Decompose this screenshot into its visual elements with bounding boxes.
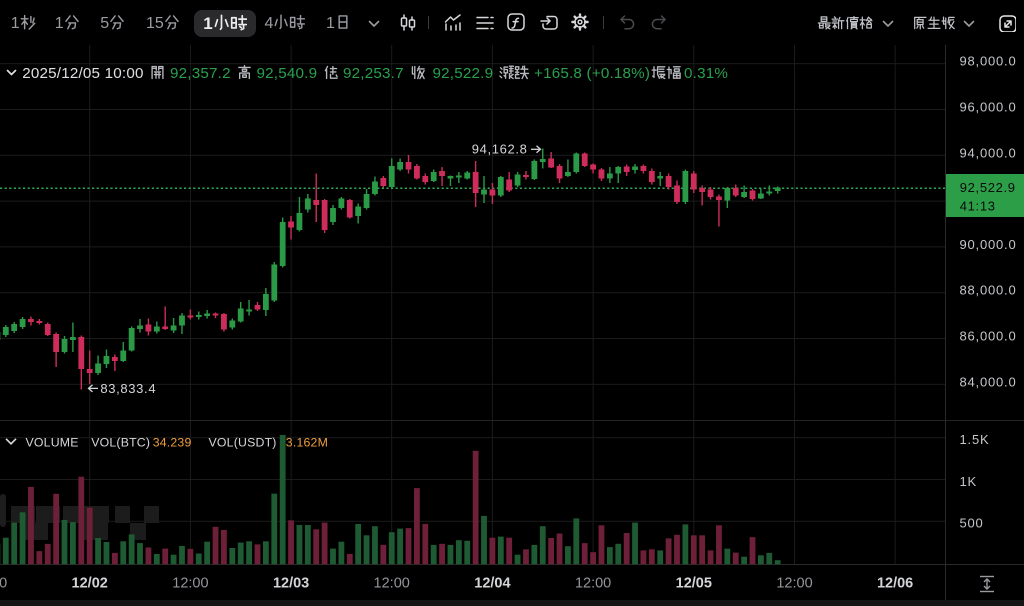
svg-text:84,000.0: 84,000.0 xyxy=(960,374,1017,389)
svg-text:41:13: 41:13 xyxy=(960,198,996,213)
svg-text:500: 500 xyxy=(960,516,984,531)
svg-text:12:00: 12:00 xyxy=(0,576,7,592)
svg-text:98,000.0: 98,000.0 xyxy=(960,54,1017,69)
svg-text:12/02: 12/02 xyxy=(72,576,108,592)
svg-text:34.239: 34.239 xyxy=(153,435,192,449)
svg-text:12:00: 12:00 xyxy=(575,576,611,592)
svg-text:96,000.0: 96,000.0 xyxy=(960,100,1017,115)
svg-text:3.162M: 3.162M xyxy=(286,435,328,449)
svg-text:92,522.9: 92,522.9 xyxy=(960,180,1016,195)
svg-text:88,000.0: 88,000.0 xyxy=(960,283,1017,298)
svg-text:83,833.4: 83,833.4 xyxy=(100,381,156,396)
svg-text:VOL(USDT): VOL(USDT) xyxy=(209,435,277,449)
svg-text:12/04: 12/04 xyxy=(474,576,510,592)
svg-text:94,000.0: 94,000.0 xyxy=(960,145,1017,160)
svg-text:12/05: 12/05 xyxy=(676,576,712,592)
svg-text:VOLUME: VOLUME xyxy=(26,435,79,449)
svg-text:1K: 1K xyxy=(960,474,978,489)
svg-text:12:00: 12:00 xyxy=(172,576,208,592)
svg-text:1.5K: 1.5K xyxy=(960,432,990,447)
svg-text:94,162.8: 94,162.8 xyxy=(472,142,528,157)
svg-text:12:00: 12:00 xyxy=(374,576,410,592)
svg-text:12/03: 12/03 xyxy=(273,576,309,592)
svg-text:90,000.0: 90,000.0 xyxy=(960,237,1017,252)
svg-text:VOL(BTC): VOL(BTC) xyxy=(91,435,150,449)
svg-text:12:00: 12:00 xyxy=(776,576,812,592)
svg-text:86,000.0: 86,000.0 xyxy=(960,329,1017,344)
svg-text:12/06: 12/06 xyxy=(877,576,913,592)
